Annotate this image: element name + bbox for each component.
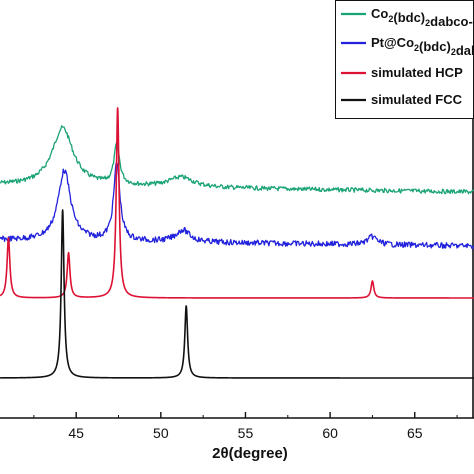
series-line (0, 209, 474, 379)
legend-entry: simulated HCP (371, 65, 463, 80)
x-tick-label: 50 (153, 425, 169, 441)
series-line (0, 107, 474, 299)
x-axis: 45 50 55 60 65 (33, 412, 458, 441)
x-tick-label: 45 (68, 425, 84, 441)
series-line (0, 125, 474, 195)
legend-entry: Co2(bdc)2dabco-10:0:2.4 (371, 6, 474, 29)
x-tick-label: 55 (238, 425, 254, 441)
legend-entry: Pt@Co2(bdc)2dabco-10:1:2.4 (371, 35, 474, 58)
x-axis-title: 2θ(degree) (212, 445, 288, 462)
legend: Co2(bdc)2dabco-10:0:2.4 Pt@Co2(bdc)2dabco… (335, 0, 474, 119)
legend-entry: simulated FCC (371, 92, 463, 107)
series-layer (0, 107, 474, 379)
x-tick-label: 65 (407, 425, 423, 441)
x-tick-label: 60 (322, 425, 338, 441)
series-line (0, 161, 474, 250)
